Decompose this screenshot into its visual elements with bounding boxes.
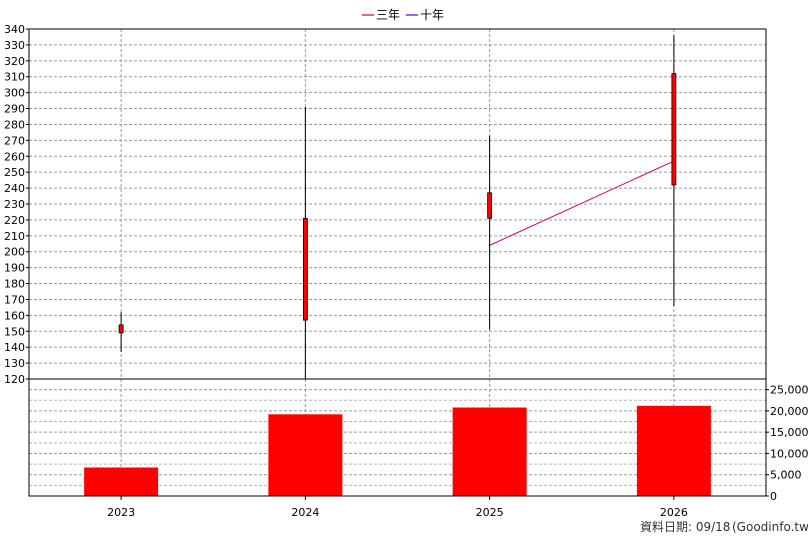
price-tick-label-15: 270 [4, 134, 25, 147]
legend-label-0: 三年 [376, 8, 400, 22]
price-tick-label-19: 310 [4, 71, 25, 84]
x-tick-label-0: 2023 [107, 506, 135, 519]
price-tick-label-0: 120 [4, 373, 25, 386]
price-tick-label-16: 280 [4, 118, 25, 131]
price-tick-label-14: 260 [4, 150, 25, 163]
volume-tick-label-1: 5,000 [770, 469, 802, 482]
price-tick-label-11: 230 [4, 198, 25, 211]
candle-body-2 [487, 192, 493, 219]
price-tick-label-21: 330 [4, 39, 25, 52]
price-chart: 120 130 140 150 160 170 180 190 200 210 220 230 240 2… [4, 23, 767, 496]
price-tick-label-3: 150 [4, 325, 25, 338]
x-tick-label-2: 2025 [476, 506, 504, 519]
legend-label-1: 十年 [420, 8, 444, 22]
price-tick-label-22: 340 [4, 23, 25, 36]
volume-tick-label-3: 15,000 [770, 426, 808, 439]
price-tick-label-4: 160 [4, 309, 25, 322]
legend-item-0: 三年 [362, 8, 400, 22]
candle-body-1 [302, 217, 308, 321]
price-tick-label-5: 170 [4, 293, 25, 306]
price-tick-label-1: 130 [4, 357, 25, 370]
volume-bar-3 [636, 405, 711, 496]
price-tick-label-10: 220 [4, 214, 25, 227]
average-line-0 [489, 160, 675, 246]
price-tick-label-13: 250 [4, 166, 25, 179]
x-axis: 2023 2024 2025 2026 [107, 496, 688, 519]
price-tick-label-18: 300 [4, 87, 25, 100]
volume-plot-frame [28, 378, 767, 497]
volume-tick-label-5: 25,000 [770, 384, 808, 397]
volume-tick-label-4: 20,000 [770, 405, 808, 418]
volume-tick-label-0: 0 [770, 490, 777, 503]
volume-bar-0 [84, 467, 159, 496]
price-tick-label-12: 240 [4, 182, 25, 195]
candle-body-0 [118, 324, 124, 334]
legend-item-1: 十年 [406, 8, 444, 22]
volume-chart: 0 5,000 10,000 15,000 20,000 25,000 [28, 378, 808, 503]
price-tick-label-8: 200 [4, 246, 25, 259]
volume-bar-2 [452, 407, 527, 496]
price-tick-label-6: 180 [4, 278, 25, 291]
price-tick-label-20: 320 [4, 55, 25, 68]
x-tick-label-3: 2026 [660, 506, 688, 519]
volume-tick-label-2: 10,000 [770, 447, 808, 460]
footer-source-label: (Goodinfo.tw) [732, 520, 808, 534]
price-tick-label-7: 190 [4, 262, 25, 275]
candle-body-3 [671, 73, 677, 186]
legend: 三年 十年 [362, 8, 444, 22]
price-tick-label-9: 210 [4, 230, 25, 243]
x-tick-label-1: 2024 [291, 506, 319, 519]
price-tick-label-17: 290 [4, 103, 25, 116]
volume-bar-1 [268, 414, 343, 496]
footer-date-label: 資料日期: 09/18 [640, 520, 730, 534]
price-tick-label-2: 140 [4, 341, 25, 354]
